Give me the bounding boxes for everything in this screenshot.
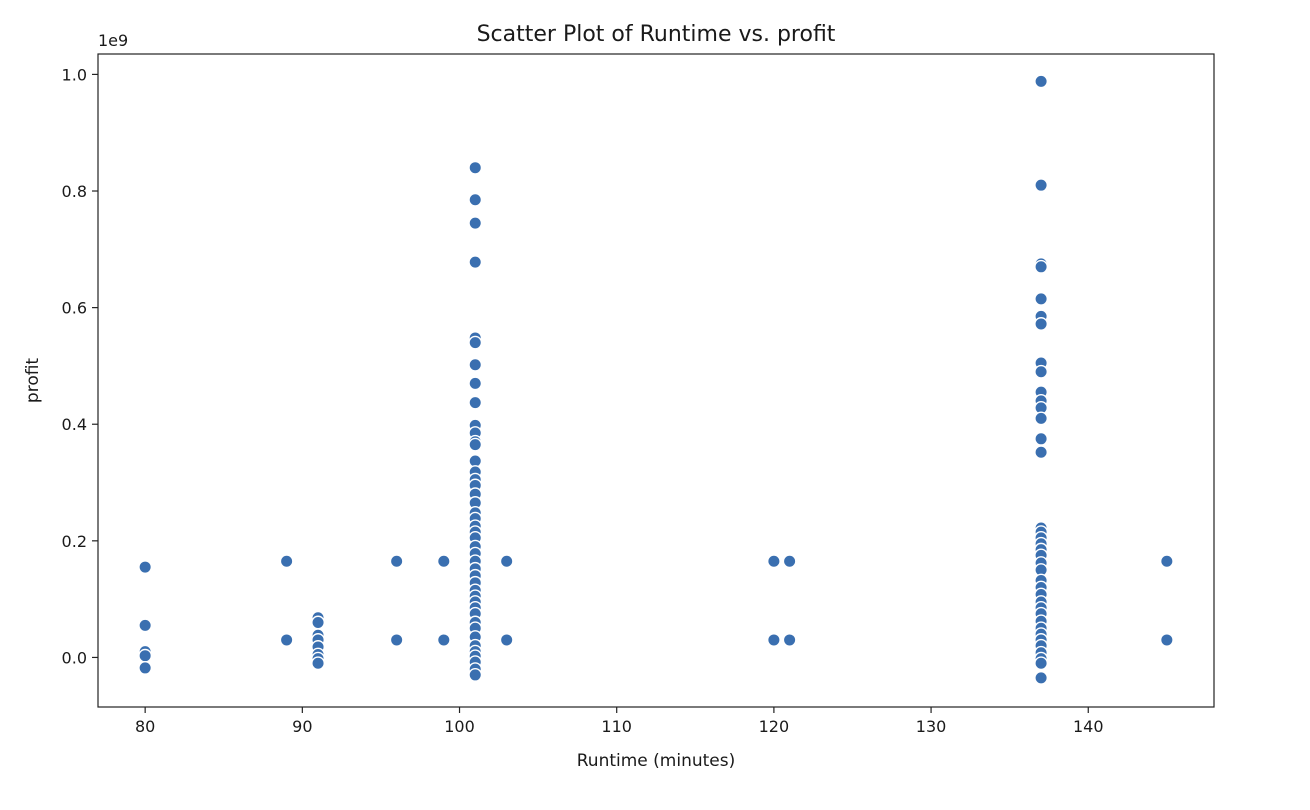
x-tick-label: 110: [601, 717, 632, 736]
x-axis-label: Runtime (minutes): [577, 751, 736, 771]
x-axis: 80 90 100 110 120 130 140: [135, 707, 1104, 736]
data-point: [766, 633, 781, 647]
data-point: [1034, 291, 1048, 306]
data-point: [279, 554, 294, 569]
x-tick-label: 120: [759, 717, 790, 736]
data-point: [468, 437, 483, 452]
y-tick-label: 0.2: [62, 532, 87, 551]
data-point: [782, 554, 797, 569]
data-point: [311, 656, 325, 671]
data-point: [1034, 74, 1048, 89]
data-point: [436, 554, 451, 569]
y-tick-label: 0.8: [62, 182, 87, 201]
data-point: [766, 554, 781, 569]
y-tick-label: 1.0: [62, 65, 87, 84]
data-point: [468, 668, 483, 682]
data-point: [468, 376, 483, 391]
data-point: [499, 554, 514, 569]
chart-title: Scatter Plot of Runtime vs. profit: [477, 22, 836, 47]
y-tick-label: 0.4: [62, 415, 87, 434]
data-point: [1034, 670, 1048, 685]
data-point: [1159, 633, 1174, 647]
data-point: [468, 160, 483, 175]
data-point: [1034, 317, 1048, 331]
data-point: [1034, 259, 1048, 274]
data-point: [499, 633, 514, 647]
data-point: [468, 335, 483, 350]
data-point: [1034, 431, 1048, 446]
data-point: [468, 395, 483, 410]
y-axis: 0.0 0.2 0.4 0.6 0.8 1.0: [62, 65, 98, 667]
data-point: [468, 357, 483, 372]
data-point: [468, 192, 483, 207]
x-tick-label: 130: [916, 717, 947, 736]
x-tick-label: 140: [1073, 717, 1104, 736]
data-point: [1159, 554, 1174, 569]
data-point: [1034, 656, 1048, 671]
data-point: [1034, 445, 1048, 460]
data-point: [389, 633, 404, 647]
data-point: [138, 618, 153, 633]
data-point: [138, 661, 153, 675]
data-point: [436, 633, 451, 647]
data-point: [279, 633, 294, 647]
y-offset-label: 1e9: [98, 31, 128, 50]
y-tick-label: 0.6: [62, 299, 87, 318]
data-point: [468, 216, 483, 230]
y-axis-label: profit: [23, 358, 43, 404]
plot-frame: [97, 53, 1215, 708]
y-tick-label: 0.0: [62, 648, 87, 667]
data-point: [782, 633, 797, 647]
data-point: [389, 554, 404, 569]
data-point: [311, 615, 325, 630]
points-layer: [138, 74, 1174, 685]
data-point: [1034, 364, 1048, 379]
x-tick-label: 80: [135, 717, 155, 736]
x-tick-label: 90: [292, 717, 312, 736]
x-tick-label: 100: [444, 717, 475, 736]
data-point: [138, 648, 153, 663]
data-point: [138, 560, 153, 574]
data-point: [1034, 178, 1048, 193]
data-point: [1034, 411, 1048, 426]
data-point: [468, 255, 483, 270]
